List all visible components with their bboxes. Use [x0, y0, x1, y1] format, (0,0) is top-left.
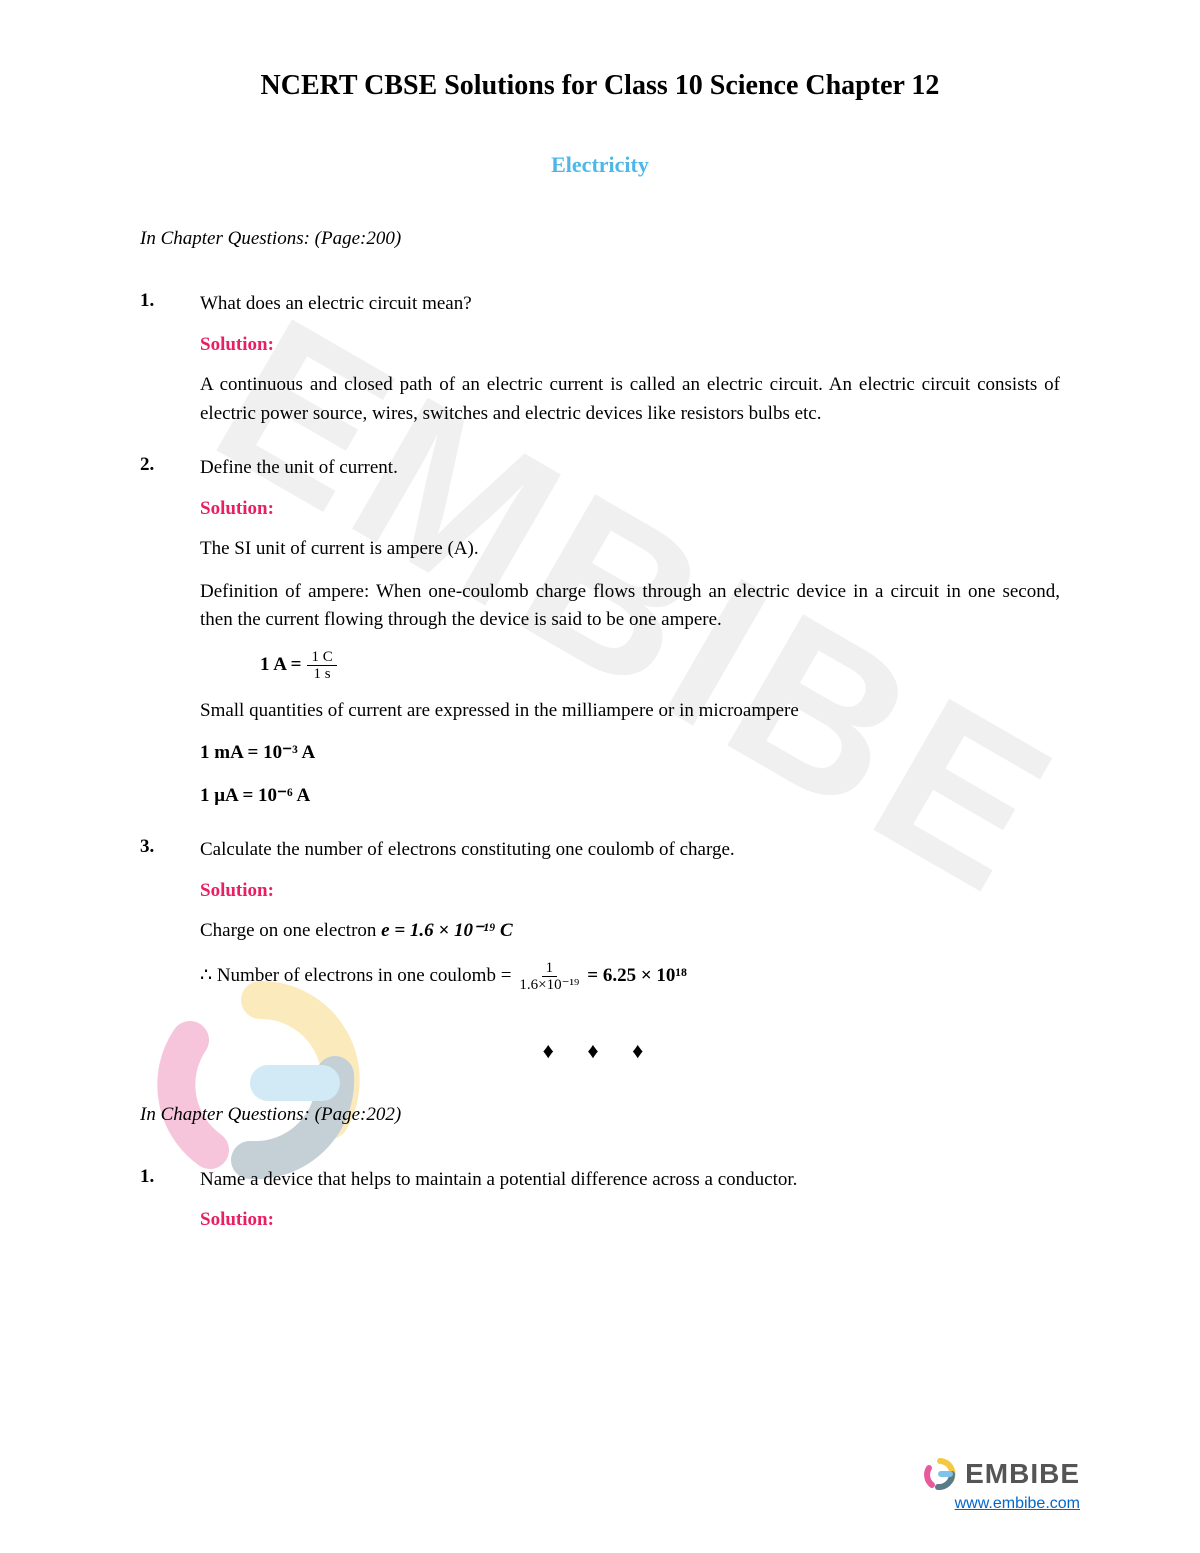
question-text: What does an electric circuit mean?: [200, 290, 1060, 319]
question-number: 1.: [140, 1166, 200, 1247]
answer-text: Charge on one electron e = 1.6 × 10⁻¹⁹ C: [200, 917, 1060, 946]
formula-result: = 6.25 × 10¹⁸: [587, 962, 687, 991]
question-block: 3. Calculate the number of electrons con…: [140, 836, 1060, 1008]
document-page: NCERT CBSE Solutions for Class 10 Scienc…: [0, 0, 1200, 1299]
answer-text: A continuous and closed path of an elect…: [200, 371, 1060, 428]
fraction-denominator: 1 s: [310, 666, 335, 683]
page-footer: EMBIBE www.embibe.com: [923, 1457, 1080, 1513]
formula-lhs: 1 A =: [260, 651, 301, 680]
question-block: 1. Name a device that helps to maintain …: [140, 1166, 1060, 1247]
text-prefix: ∴ Number of electrons in one coulomb =: [200, 962, 511, 991]
fraction-numerator: 1: [542, 960, 558, 978]
answer-text: Small quantities of current are expresse…: [200, 697, 1060, 726]
question-block: 1. What does an electric circuit mean? S…: [140, 290, 1060, 442]
solution-label: Solution:: [200, 1206, 1060, 1235]
question-number: 1.: [140, 290, 200, 442]
page-title: NCERT CBSE Solutions for Class 10 Scienc…: [140, 70, 1060, 102]
question-text: Calculate the number of electrons consti…: [200, 836, 1060, 865]
fraction-numerator: 1 C: [307, 649, 336, 667]
footer-logo: EMBIBE: [923, 1457, 1080, 1491]
answer-text: ∴ Number of electrons in one coulomb = 1…: [200, 960, 1060, 994]
solution-label: Solution:: [200, 877, 1060, 906]
section-header-2: In Chapter Questions: (Page:202): [140, 1104, 1060, 1126]
answer-text: The SI unit of current is ampere (A).: [200, 535, 1060, 564]
question-number: 3.: [140, 836, 200, 1008]
footer-link[interactable]: www.embibe.com: [955, 1495, 1080, 1512]
solution-label: Solution:: [200, 331, 1060, 360]
question-number: 2.: [140, 454, 200, 824]
formula-inline: e = 1.6 × 10⁻¹⁹ C: [381, 920, 513, 941]
question-block: 2. Define the unit of current. Solution:…: [140, 454, 1060, 824]
question-text: Define the unit of current.: [200, 454, 1060, 483]
solution-label: Solution:: [200, 495, 1060, 524]
formula: 1 mA = 10⁻³ A: [200, 739, 1060, 768]
footer-brand-text: EMBIBE: [965, 1458, 1080, 1490]
fraction-denominator: 1.6×10⁻¹⁹: [515, 977, 583, 994]
formula: 1 A = 1 C 1 s: [260, 649, 1060, 683]
embibe-logo-icon: [923, 1457, 957, 1491]
question-text: Name a device that helps to maintain a p…: [200, 1166, 1060, 1195]
chapter-subtitle: Electricity: [140, 152, 1060, 178]
answer-text: Definition of ampere: When one-coulomb c…: [200, 578, 1060, 635]
section-divider: ♦ ♦ ♦: [140, 1038, 1060, 1064]
text-prefix: Charge on one electron: [200, 920, 381, 941]
formula: 1 μA = 10⁻⁶ A: [200, 782, 1060, 811]
section-header-1: In Chapter Questions: (Page:200): [140, 228, 1060, 250]
